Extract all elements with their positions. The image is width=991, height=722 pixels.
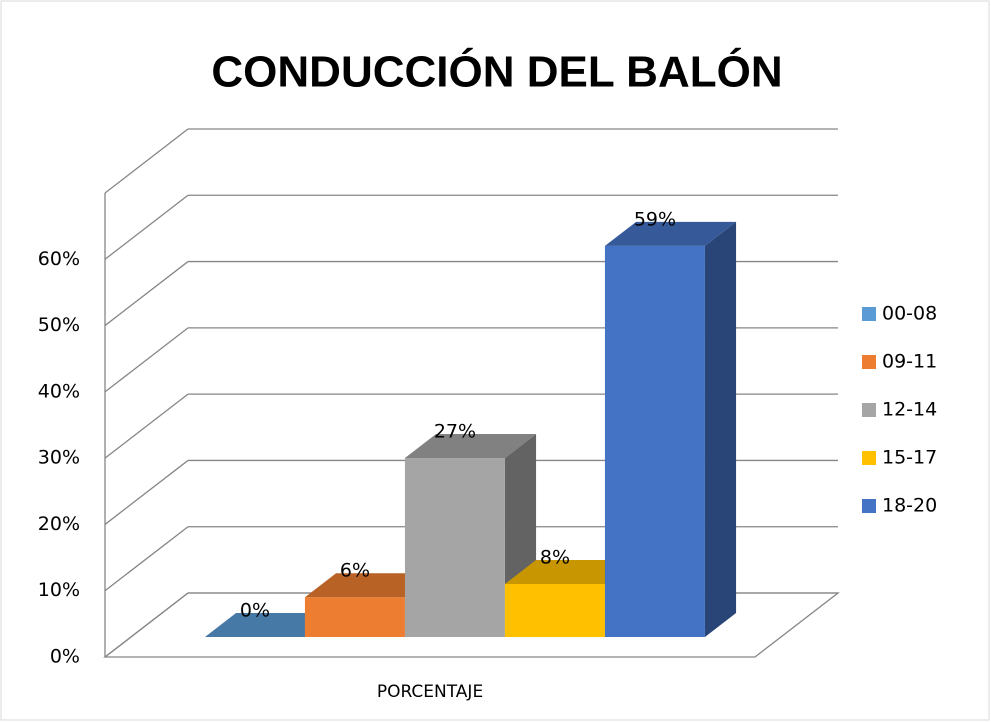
grid-line: [104, 393, 189, 459]
bar-side: [704, 221, 737, 637]
grid-line: [104, 592, 189, 658]
y-tick-label: 60%: [38, 248, 80, 270]
bar-front: [304, 597, 405, 637]
y-tick-label: 10%: [38, 579, 80, 601]
y-tick-label: 20%: [38, 513, 80, 535]
legend-label: 15-17: [882, 447, 937, 469]
data-label: 0%: [240, 600, 270, 622]
legend-label: 09-11: [882, 351, 937, 373]
wall-edge: [104, 128, 189, 194]
bar-front: [404, 458, 505, 637]
data-label: 8%: [540, 546, 570, 568]
bar-top: [404, 434, 537, 459]
y-tick-label: 30%: [38, 447, 80, 469]
legend-swatch: [862, 403, 876, 417]
data-label: 6%: [340, 560, 370, 582]
legend-label: 18-20: [882, 495, 937, 517]
grid-line: [104, 194, 189, 260]
legend-swatch: [862, 499, 876, 513]
x-tick-label: PORCENTAJE: [377, 682, 483, 702]
y-tick-label: 0%: [50, 646, 80, 668]
chart-title: CONDUCCIÓN DEL BALÓN: [211, 47, 782, 97]
legend-label: 00-08: [882, 303, 937, 325]
legend-swatch: [862, 307, 876, 321]
data-label: 27%: [434, 421, 476, 443]
grid-line: [104, 459, 189, 525]
grid-line: [104, 261, 189, 327]
bar-top: [204, 613, 337, 637]
legend-swatch: [862, 451, 876, 465]
y-tick-label: 40%: [38, 380, 80, 402]
bar-front: [604, 245, 705, 637]
grid-line: [104, 327, 189, 393]
bar-top: [504, 559, 637, 584]
data-label: 59%: [634, 208, 676, 230]
grid-line: [104, 526, 189, 592]
legend-label: 12-14: [882, 399, 937, 421]
y-tick-label: 50%: [38, 314, 80, 336]
legend-swatch: [862, 355, 876, 369]
bar-top: [304, 573, 437, 598]
bar-front: [504, 583, 605, 637]
bar-top: [604, 221, 737, 246]
